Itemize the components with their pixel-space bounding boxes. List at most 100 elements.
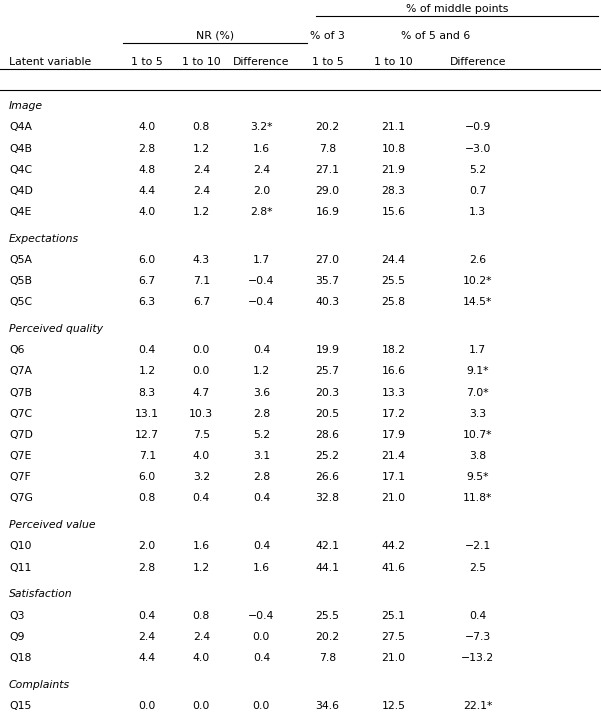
Text: 1.2: 1.2 [139,366,156,376]
Text: 28.3: 28.3 [382,186,406,196]
Text: Q7C: Q7C [9,409,32,419]
Text: Q15: Q15 [9,701,31,711]
Text: 1.2: 1.2 [193,207,210,217]
Text: 4.3: 4.3 [193,255,210,265]
Text: 3.8: 3.8 [469,451,486,461]
Text: −7.3: −7.3 [465,632,491,642]
Text: 0.8: 0.8 [193,611,210,621]
Text: 20.2: 20.2 [316,123,340,133]
Text: 25.1: 25.1 [382,611,406,621]
Text: 21.0: 21.0 [382,653,406,663]
Text: 1.3: 1.3 [469,207,486,217]
Text: 6.3: 6.3 [139,298,156,308]
Text: 0.7: 0.7 [469,186,486,196]
Text: 42.1: 42.1 [316,541,340,551]
Text: 4.8: 4.8 [139,165,156,175]
Text: 8.3: 8.3 [139,388,156,398]
Text: 0.0: 0.0 [139,701,156,711]
Text: 26.6: 26.6 [316,473,340,483]
Text: Q4B: Q4B [9,143,32,153]
Text: −0.4: −0.4 [248,276,275,286]
Text: 12.7: 12.7 [135,430,159,440]
Text: 19.9: 19.9 [316,346,340,356]
Text: Q6: Q6 [9,346,25,356]
Text: Q10: Q10 [9,541,31,551]
Text: 7.5: 7.5 [193,430,210,440]
Text: 10.8: 10.8 [382,143,406,153]
Text: 10.3: 10.3 [189,409,213,419]
Text: 17.9: 17.9 [382,430,406,440]
Text: 44.1: 44.1 [316,563,340,573]
Text: 1 to 10: 1 to 10 [182,57,221,67]
Text: Q9: Q9 [9,632,25,642]
Text: 25.2: 25.2 [316,451,340,461]
Text: 0.4: 0.4 [253,346,270,356]
Text: Q5B: Q5B [9,276,32,286]
Text: 20.3: 20.3 [316,388,340,398]
Text: 6.0: 6.0 [139,473,156,483]
Text: Q3: Q3 [9,611,25,621]
Text: 2.4: 2.4 [193,632,210,642]
Text: 16.6: 16.6 [382,366,406,376]
Text: 0.0: 0.0 [193,366,210,376]
Text: Complaints: Complaints [9,680,70,690]
Text: Satisfaction: Satisfaction [9,589,73,599]
Text: Q4C: Q4C [9,165,32,175]
Text: 0.8: 0.8 [139,493,156,503]
Text: 9.5*: 9.5* [466,473,489,483]
Text: 14.5*: 14.5* [463,298,492,308]
Text: 40.3: 40.3 [316,298,340,308]
Text: 22.1*: 22.1* [463,701,492,711]
Text: 1 to 5: 1 to 5 [132,57,163,67]
Text: 4.7: 4.7 [193,388,210,398]
Text: Perceived quality: Perceived quality [9,324,103,334]
Text: 4.0: 4.0 [193,653,210,663]
Text: 4.0: 4.0 [193,451,210,461]
Text: 0.4: 0.4 [193,493,210,503]
Text: 3.2: 3.2 [193,473,210,483]
Text: 34.6: 34.6 [316,701,340,711]
Text: 0.0: 0.0 [193,346,210,356]
Text: 2.8: 2.8 [253,473,270,483]
Text: −0.4: −0.4 [248,298,275,308]
Text: 5.2: 5.2 [253,430,270,440]
Text: Q7F: Q7F [9,473,31,483]
Text: 25.8: 25.8 [382,298,406,308]
Text: Q5A: Q5A [9,255,32,265]
Text: 12.5: 12.5 [382,701,406,711]
Text: 18.2: 18.2 [382,346,406,356]
Text: 0.8: 0.8 [193,123,210,133]
Text: 0.0: 0.0 [253,632,270,642]
Text: 2.8: 2.8 [253,409,270,419]
Text: 1.2: 1.2 [193,143,210,153]
Text: 1.2: 1.2 [253,366,270,376]
Text: 3.6: 3.6 [253,388,270,398]
Text: 32.8: 32.8 [316,493,340,503]
Text: 3.2*: 3.2* [250,123,273,133]
Text: 25.7: 25.7 [316,366,340,376]
Text: % of middle points: % of middle points [406,4,508,14]
Text: Image: Image [9,101,43,111]
Text: −2.1: −2.1 [465,541,491,551]
Text: 2.8: 2.8 [139,143,156,153]
Text: Q18: Q18 [9,653,31,663]
Text: 44.2: 44.2 [382,541,406,551]
Text: 6.0: 6.0 [139,255,156,265]
Text: 0.4: 0.4 [139,611,156,621]
Text: 25.5: 25.5 [382,276,406,286]
Text: 0.4: 0.4 [253,541,270,551]
Text: Q5C: Q5C [9,298,32,308]
Text: Q4A: Q4A [9,123,32,133]
Text: 25.5: 25.5 [316,611,340,621]
Text: 1.7: 1.7 [253,255,270,265]
Text: 7.0*: 7.0* [466,388,489,398]
Text: 21.9: 21.9 [382,165,406,175]
Text: 20.2: 20.2 [316,632,340,642]
Text: 2.5: 2.5 [469,563,486,573]
Text: 0.4: 0.4 [253,653,270,663]
Text: 7.1: 7.1 [139,451,156,461]
Text: 7.8: 7.8 [319,143,336,153]
Text: 0.4: 0.4 [139,346,156,356]
Text: 6.7: 6.7 [193,298,210,308]
Text: 29.0: 29.0 [316,186,340,196]
